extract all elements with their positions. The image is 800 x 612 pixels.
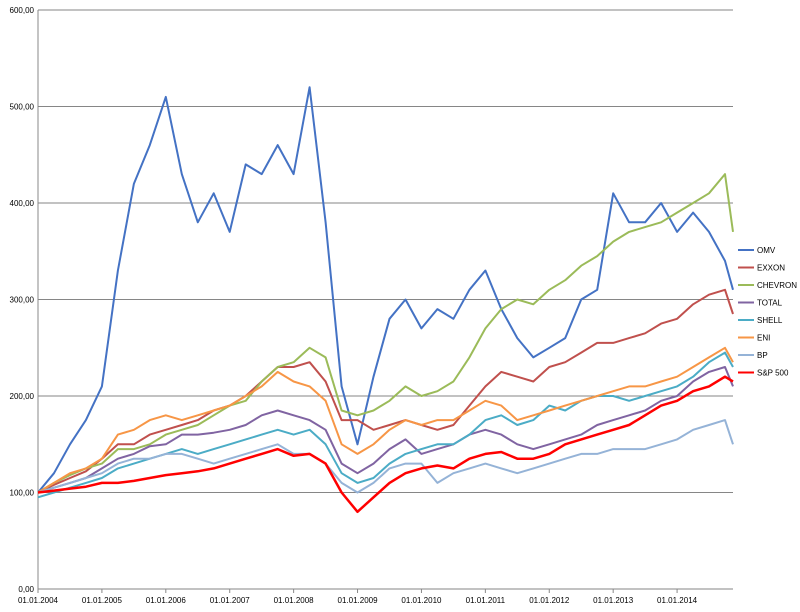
x-tick-label: 01.01.2008 — [274, 596, 315, 605]
legend-label: ENI — [757, 334, 770, 343]
x-tick-label: 01.01.2011 — [466, 596, 506, 605]
y-axis-ticks: 0,00 100,00 200,00 300,00 400,00 500,00 600,00 — [10, 6, 35, 594]
x-tick-label: 01.01.2009 — [338, 596, 379, 605]
series-lines — [37, 86, 734, 514]
legend-label: BP — [757, 351, 768, 360]
legend-label: CHEVRON — [757, 281, 797, 290]
legend-label: SHELL — [757, 316, 783, 325]
series-line — [37, 346, 734, 494]
gridlines — [38, 9, 733, 590]
x-axis-ticks: 01.01.2004 01.01.2005 01.01.2006 01.01.2007… — [18, 589, 698, 605]
series-line — [37, 86, 734, 494]
legend-label: OMV — [757, 246, 776, 255]
x-tick-label: 01.01.2014 — [657, 596, 698, 605]
x-tick-label: 01.01.2013 — [593, 596, 634, 605]
y-tick-label: 0,00 — [18, 585, 34, 594]
series-line — [37, 419, 734, 494]
y-tick-label: 400,00 — [10, 199, 35, 208]
series-line — [37, 173, 734, 494]
y-tick-label: 200,00 — [10, 392, 35, 401]
x-tick-label: 01.01.2006 — [146, 596, 187, 605]
series-line — [37, 366, 734, 494]
series-line — [37, 288, 734, 494]
legend-label: S&P 500 — [757, 369, 789, 378]
x-tick-label: 01.01.2004 — [18, 596, 59, 605]
y-tick-label: 600,00 — [10, 6, 35, 15]
legend-label: TOTAL — [757, 299, 783, 308]
y-tick-label: 500,00 — [10, 103, 35, 112]
legend: OMV EXXON CHEVRON TOTAL SHELL ENI BP S&P 500 — [738, 246, 797, 378]
series-line — [37, 375, 734, 514]
x-tick-label: 01.01.2005 — [82, 596, 123, 605]
legend-label: EXXON — [757, 264, 785, 273]
x-tick-label: 01.01.2010 — [401, 596, 442, 605]
y-tick-label: 100,00 — [10, 489, 35, 498]
x-tick-label: 01.01.2007 — [210, 596, 251, 605]
x-tick-label: 01.01.2012 — [529, 596, 570, 605]
y-tick-label: 300,00 — [10, 296, 35, 305]
